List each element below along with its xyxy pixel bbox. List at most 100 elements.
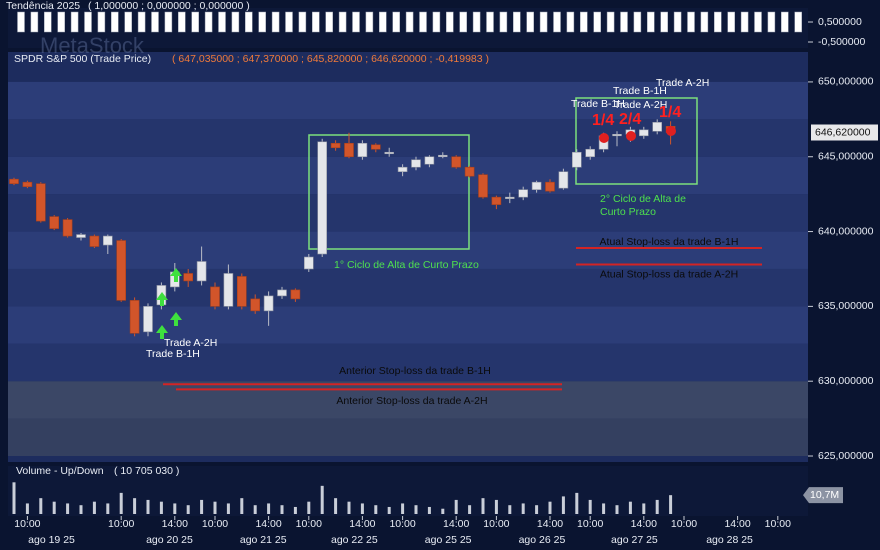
x-tick-label: 10:00 <box>14 518 40 530</box>
x-tick-label: 10:00 <box>108 518 134 530</box>
trend-bar <box>432 11 441 33</box>
volume-bar <box>240 498 244 514</box>
candle-body <box>558 171 569 189</box>
trend-bar <box>338 11 347 33</box>
band <box>8 81 808 120</box>
trend-bar <box>17 11 25 33</box>
trend-bar <box>740 11 749 33</box>
trend-bar <box>70 11 79 33</box>
candle-body <box>237 276 247 307</box>
volume-bar <box>39 498 43 514</box>
x-tick-label: 14:00 <box>724 518 750 530</box>
trend-bar <box>486 11 494 33</box>
volume-bar <box>387 506 391 514</box>
x-tick-label: 10:00 <box>577 518 603 530</box>
candle-body <box>223 273 234 307</box>
volume-bar <box>106 503 110 514</box>
trend-bar <box>57 11 65 33</box>
candle-body <box>76 234 86 238</box>
candle-body <box>277 289 287 297</box>
volume-bar <box>280 505 284 514</box>
candle-body <box>35 183 46 222</box>
y-tick-label: -0,500000 <box>818 36 865 48</box>
trade-arrow <box>156 325 168 339</box>
volume-bar <box>441 508 445 514</box>
date-label: ago 28 25 <box>706 534 753 546</box>
volume-bar <box>146 499 150 514</box>
date-label: ago 22 25 <box>331 534 378 546</box>
trend-bar <box>566 11 575 33</box>
volume-panel <box>8 466 808 516</box>
candle-body <box>143 306 153 333</box>
date-label: ago 27 25 <box>611 534 658 546</box>
trend-bar <box>245 11 253 33</box>
cycle-label: 1° Ciclo de Alta de Curto Prazo <box>334 259 479 271</box>
candle-body <box>545 181 555 192</box>
trade-label: Trade B-1H <box>571 98 625 110</box>
stop-label: Atual Stop-loss da trade B-1H <box>600 236 739 248</box>
trend-bar <box>111 11 119 33</box>
trade-label: Trade B-1H <box>613 85 667 97</box>
cycle-box <box>575 97 698 185</box>
trend-bar <box>580 11 588 33</box>
volume-title: Volume - Up/Down <box>16 465 104 477</box>
volume-marker-label: 10,7M <box>810 489 839 501</box>
volume-marker-box <box>803 487 843 504</box>
volume-bar <box>561 496 565 514</box>
volume-bar <box>588 499 592 514</box>
volume-bar <box>535 505 539 514</box>
volume-bar <box>414 505 418 514</box>
candle-body <box>411 159 421 168</box>
y-tick-label: 630,000000 <box>818 375 874 387</box>
volume-bar <box>494 499 498 514</box>
volume-bar <box>320 485 324 514</box>
volume-bar <box>66 503 70 514</box>
y-tick-label: 650,000000 <box>818 76 874 88</box>
trend-bar <box>754 11 762 33</box>
candle-body <box>116 240 126 301</box>
volume-bar <box>468 505 472 514</box>
volume-bar <box>401 503 405 514</box>
candle-body <box>344 142 354 158</box>
candle-body <box>49 216 60 229</box>
trend-bar <box>673 11 682 33</box>
volume-bar <box>25 503 29 514</box>
trend-title-values: ( 1,000000 ; 0,000000 ; 0,000000 ) <box>88 0 250 12</box>
candle-body <box>250 298 260 312</box>
candle-body <box>451 156 462 168</box>
trend-bar <box>405 11 414 33</box>
volume-bar <box>360 503 364 514</box>
band <box>8 306 808 344</box>
x-tick-label: 10:00 <box>389 518 415 530</box>
volume-bar <box>615 505 619 514</box>
date-label: ago 25 25 <box>425 534 472 546</box>
volume-bar <box>334 498 338 514</box>
volume-bar <box>79 505 83 514</box>
volume-bar <box>293 506 297 514</box>
candle-body <box>518 189 529 198</box>
cycle-label: Curto Prazo <box>600 206 656 218</box>
candle-body <box>424 156 435 165</box>
trade-arrow <box>170 268 182 282</box>
candle-body <box>638 129 649 137</box>
volume-bar <box>628 501 632 514</box>
trend-bar <box>513 11 521 33</box>
trend-bar <box>472 11 481 33</box>
signal-marker <box>599 133 609 143</box>
volume-bar <box>52 501 56 514</box>
volume-bar <box>307 501 311 514</box>
trend-bar <box>84 11 92 33</box>
volume-bar <box>173 503 177 514</box>
trend-bar <box>30 11 39 33</box>
trend-bar <box>499 11 508 33</box>
trend-title: Tendência 2025 <box>6 0 80 12</box>
candle-body <box>491 196 502 205</box>
candle-body <box>370 144 381 150</box>
candle-body <box>9 178 19 184</box>
band <box>8 119 808 157</box>
candle-body <box>612 133 622 137</box>
candle-body <box>571 151 582 168</box>
volume-bar <box>119 492 123 514</box>
candle-body <box>290 289 301 300</box>
trend-bar <box>137 11 146 33</box>
